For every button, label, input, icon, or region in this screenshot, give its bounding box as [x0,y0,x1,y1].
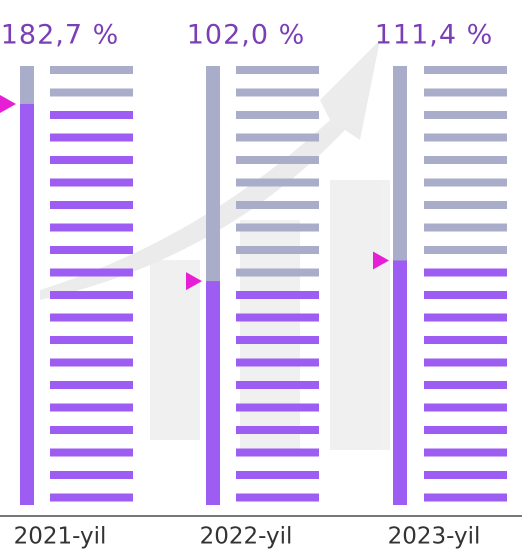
gauge-stripe [424,426,507,434]
gauge-stripe [50,201,133,209]
gauge-stripe [424,381,507,389]
gauge-stripe [50,493,133,502]
level-marker [186,272,202,291]
gauge-stripe [424,291,507,299]
gauge-fill [393,260,407,505]
gauge-stripe [236,66,319,74]
gauge-stripe [424,448,507,457]
gauge-stripe [50,403,133,412]
gauge-stripe [50,111,133,119]
gauge-stripe [424,358,507,367]
gauge-stripe [236,493,319,502]
gauge-stripe [424,268,507,277]
gauge-stripe [50,336,133,344]
level-marker [0,94,16,113]
gauge-stripe [236,313,319,322]
gauge-stripe [424,88,507,97]
gauge-stripe [236,133,319,142]
gauge-stripe [50,381,133,389]
gauge-stripe [50,448,133,457]
gauge-stripe [424,156,507,164]
gauge-stripe [236,381,319,389]
gauge-stripe [236,246,319,254]
value-label: 182,7 % [1,20,120,51]
gauge-stripe [424,178,507,187]
value-label: 102,0 % [187,20,306,51]
value-label: 111,4 % [375,20,494,51]
gauge-stripe [50,246,133,254]
gauge-stripe [236,426,319,434]
gauge-stripe [424,133,507,142]
gauge-stripe [424,336,507,344]
category-label: 2022-yil [200,524,293,550]
gauge-stripe [236,111,319,119]
gauge-fill [206,281,220,505]
category-label: 2021-yil [14,524,107,550]
gauge-stripe [50,291,133,299]
gauge-stripe [236,358,319,367]
gauge-stripe [50,178,133,187]
background-art [40,40,390,450]
gauge-stripe [424,403,507,412]
gauge-stripe [424,313,507,322]
gauge-stripe [236,336,319,344]
gauge-stripe [424,493,507,502]
gauge-stripe [236,403,319,412]
gauge-stripe [424,246,507,254]
gauge-stripe [236,291,319,299]
gauge-stripe [50,358,133,367]
gauge-stripe [236,471,319,479]
gauge-fill [20,103,34,505]
gauge-stripe [424,471,507,479]
gauge-stripe [236,268,319,277]
gauge-stripe [424,111,507,119]
gauge-stripe [50,133,133,142]
gauge-stripe [236,223,319,232]
level-marker [373,251,389,270]
gauge-stripe [50,471,133,479]
gauge-stripe [50,426,133,434]
gauge-stripe [424,223,507,232]
gauge-stripe [424,66,507,74]
gauge-stripe [236,448,319,457]
gauge-stripe [50,223,133,232]
gauge-stripe [236,178,319,187]
gauge-stripe [50,268,133,277]
gauge-stripe [50,88,133,97]
gauge-stripe [236,201,319,209]
gauge-stripe [236,156,319,164]
gauge-stripe [50,313,133,322]
category-label: 2023-yil [388,524,481,550]
gauge-stripe [50,156,133,164]
gauge-stripe [50,66,133,74]
gauge-stripe [236,88,319,97]
gauge-stripe [424,201,507,209]
